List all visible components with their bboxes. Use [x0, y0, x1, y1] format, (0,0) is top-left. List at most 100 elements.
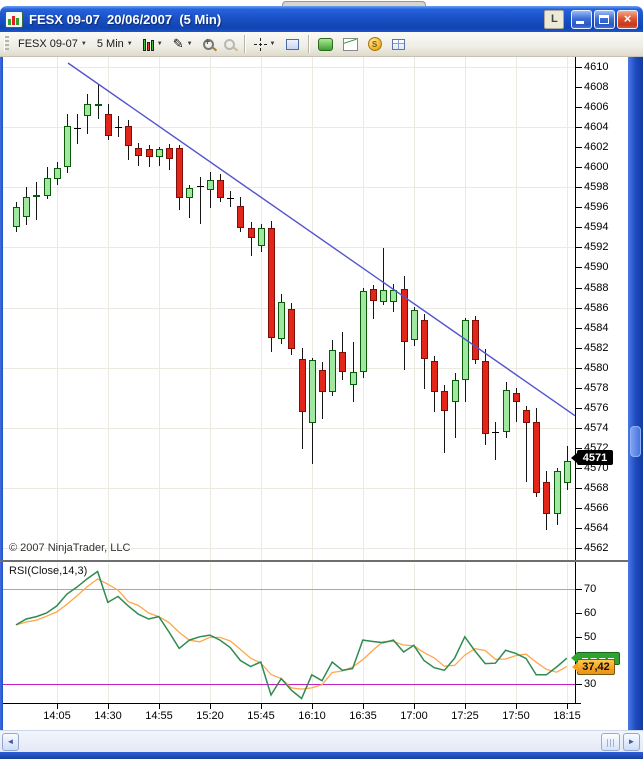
- zoom-out-button[interactable]: [219, 34, 240, 54]
- maximize-button[interactable]: [594, 9, 615, 29]
- candle-body: [64, 126, 71, 168]
- price-axis-label: 4566: [584, 501, 609, 514]
- candle-body: [186, 188, 193, 199]
- price-marker-tag: 4571: [571, 450, 613, 466]
- candle-body: [217, 180, 224, 199]
- rsi-overbought-line: [3, 589, 575, 591]
- interval-label: 5 Min: [96, 38, 124, 50]
- instrument-selector-dropdown[interactable]: FESX 09-07 ▼: [13, 34, 92, 54]
- price-axis-tick: [575, 187, 582, 189]
- candle-body: [339, 351, 346, 372]
- candle-body: [258, 228, 265, 247]
- gridline-horizontal: [3, 247, 575, 249]
- chart-toolbar: FESX 09-07 ▼ 5 Min ▼ ▼ ✎ ▼ ▼ S: [0, 32, 643, 57]
- window-title: FESX 09-07 20/06/2007 (5 Min): [29, 11, 222, 27]
- candle-body: [543, 481, 550, 514]
- properties-grid-icon: [391, 38, 405, 50]
- time-axis-label: 15:20: [196, 710, 224, 722]
- panel-splitter[interactable]: [0, 560, 628, 562]
- data-box-icon: [285, 38, 299, 50]
- candle-body: [380, 289, 387, 302]
- price-axis-label: 4580: [584, 361, 609, 374]
- indicators-icon: [342, 37, 358, 51]
- close-button[interactable]: ×: [617, 9, 638, 29]
- candle-wick: [230, 191, 231, 208]
- minimize-button[interactable]: [571, 9, 592, 29]
- candle-body: [503, 389, 510, 432]
- time-axis-label: 17:25: [451, 710, 479, 722]
- rsi-oversold-line: [3, 684, 575, 686]
- scroll-right-button[interactable]: ►: [623, 733, 640, 751]
- price-axis-tick: [575, 367, 582, 369]
- indicators-button[interactable]: [338, 34, 363, 54]
- gridline-vertical: [57, 563, 58, 703]
- interval-selector-dropdown[interactable]: 5 Min ▼: [92, 34, 138, 54]
- candle-body: [44, 178, 51, 197]
- price-axis-label: 4582: [584, 341, 609, 354]
- title-bar[interactable]: FESX 09-07 20/06/2007 (5 Min) L ×: [0, 6, 643, 32]
- toolbar-grip-handle[interactable]: [4, 36, 9, 52]
- data-box-button[interactable]: [281, 34, 304, 54]
- gridline-vertical: [516, 563, 517, 703]
- plot-right-border: [575, 57, 576, 703]
- instrument-label: FESX 09-07: [18, 38, 78, 50]
- gridline-vertical: [363, 563, 364, 703]
- price-axis-label: 4588: [584, 281, 609, 294]
- time-axis-tick: [414, 703, 415, 709]
- copyright-text: © 2007 NinjaTrader, LLC: [9, 542, 131, 554]
- price-axis-tick: [575, 127, 582, 129]
- chart-style-dropdown[interactable]: ▼: [138, 34, 168, 54]
- candle-body: [237, 206, 244, 229]
- gridline-vertical: [108, 563, 109, 703]
- strategies-button[interactable]: S: [363, 34, 387, 54]
- price-axis-label: 4608: [584, 81, 609, 93]
- candle-wick: [526, 405, 527, 482]
- price-axis-tick: [575, 528, 582, 529]
- horizontal-scrollbar[interactable]: ◄ ►: [0, 730, 643, 752]
- price-axis-tick: [575, 507, 582, 509]
- price-axis-label: 4568: [584, 481, 609, 494]
- zoom-in-button[interactable]: [198, 34, 219, 54]
- gridline-vertical: [57, 57, 58, 560]
- candle-body: [472, 319, 479, 360]
- time-axis-tick: [312, 703, 313, 709]
- candle-body: [564, 460, 571, 483]
- link-window-button[interactable]: L: [544, 9, 564, 29]
- candle-doji-body: [227, 198, 234, 200]
- time-axis-label: 16:35: [349, 710, 377, 722]
- candle-body: [462, 319, 469, 380]
- candle-doji-body: [74, 128, 81, 130]
- candle-body: [176, 148, 183, 199]
- right-border-handle[interactable]: [630, 426, 641, 457]
- chart-trader-button[interactable]: [313, 34, 338, 54]
- price-axis-tick: [575, 487, 582, 489]
- gridline-vertical: [210, 563, 211, 703]
- scroll-left-button[interactable]: ◄: [2, 733, 19, 751]
- candle-body: [309, 359, 316, 423]
- gridline-vertical: [516, 57, 517, 560]
- candle-body: [288, 308, 295, 349]
- rsi-axis-tick: [575, 613, 582, 614]
- candle-body: [105, 114, 112, 137]
- rsi-avg-marker-tag: 37,42: [572, 658, 615, 675]
- properties-button[interactable]: [387, 34, 410, 54]
- price-axis-tick: [575, 267, 582, 269]
- toolbar-separator: [243, 35, 245, 53]
- candle-body: [33, 195, 40, 198]
- background-strip: [0, 0, 643, 8]
- gridline-vertical: [312, 563, 313, 703]
- crosshair-dropdown[interactable]: ▼: [249, 34, 281, 54]
- candle-body: [13, 207, 20, 228]
- price-axis-tick: [575, 548, 582, 549]
- candle-doji-body: [197, 186, 204, 188]
- price-axis-tick: [575, 427, 582, 429]
- drawing-tools-dropdown[interactable]: ✎ ▼: [168, 34, 198, 54]
- rsi-axis-label: 70: [584, 583, 597, 596]
- candle-body: [146, 149, 153, 158]
- scrollbar-thumb[interactable]: [601, 733, 620, 751]
- candle-body: [125, 126, 132, 147]
- candle-body: [268, 228, 275, 339]
- toolbar-separator: [307, 35, 309, 53]
- price-axis-label: 4594: [584, 221, 609, 234]
